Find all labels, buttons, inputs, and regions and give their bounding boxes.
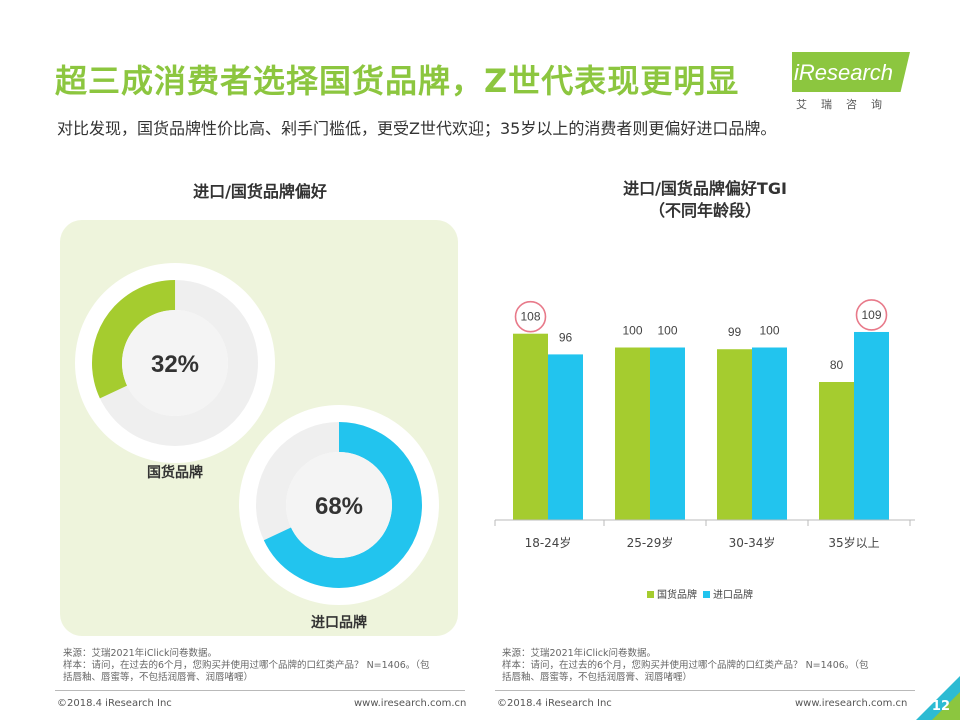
x-tick-label: 30-34岁 xyxy=(729,535,776,550)
bar-chart-title-line2: （不同年龄段） xyxy=(648,201,761,220)
x-tick-label: 18-24岁 xyxy=(525,535,572,550)
footer-url-left: www.iresearch.com.cn xyxy=(354,698,467,709)
bar-chart-title-line1: 进口/国货品牌偏好TGI xyxy=(623,179,787,198)
donut-chart-imported: 68% xyxy=(239,405,439,605)
iresearch-logo: iResearch 艾瑞咨询 xyxy=(786,52,916,112)
donut-percent-label: 68% xyxy=(315,493,363,520)
page-title: 超三成消费者选择国货品牌，Z世代表现更明显 xyxy=(55,62,740,100)
bar-value-label: 96 xyxy=(559,330,573,344)
source-note-right-line: 来源：艾瑞2021年iClick问卷数据。 xyxy=(502,648,656,659)
donut-center xyxy=(286,452,392,558)
bar-value-label: 100 xyxy=(759,324,779,338)
source-note-left: 来源：艾瑞2021年iClick问卷数据。 样本：请问，在过去的6个月，您购买并… xyxy=(63,648,463,684)
footer-divider-right xyxy=(495,690,915,691)
highlight-circle xyxy=(855,299,888,331)
x-tick-label: 25-29岁 xyxy=(627,535,674,550)
logo-tab-shape xyxy=(792,52,910,92)
source-note-left-line: 括唇釉、唇蜜等，不包括润唇膏、润唇啫喱） xyxy=(63,672,254,683)
bar-imported-3 xyxy=(854,331,889,520)
highlight-circle xyxy=(514,300,547,333)
donut-slice-imported xyxy=(256,422,422,588)
page-subtitle: 对比发现，国货品牌性价比高、剁手门槛低，更受Z世代欢迎；35岁以上的消费者则更偏… xyxy=(57,119,777,138)
bar-domestic-3 xyxy=(819,382,854,520)
legend-label: 进口品牌 xyxy=(713,588,753,601)
logo-subtext: 艾瑞咨询 xyxy=(796,98,896,111)
bar-chart-title: 进口/国货品牌偏好TGI （不同年龄段） xyxy=(490,178,920,222)
donut-percent-label: 32% xyxy=(151,351,199,378)
bar-value-label: 80 xyxy=(830,358,844,372)
legend-swatch xyxy=(703,591,710,598)
legend-swatch xyxy=(647,591,654,598)
logo-text: iResearch xyxy=(794,60,894,85)
bar-value-label: 100 xyxy=(622,324,642,338)
source-note-right-line: 样本：请问，在过去的6个月，您购买并使用过哪个品牌的口红类产品？ N=1406。… xyxy=(502,660,869,671)
source-note-left-line: 样本：请问，在过去的6个月，您购买并使用过哪个品牌的口红类产品？ N=1406。… xyxy=(63,660,430,671)
source-note-left-line: 来源：艾瑞2021年iClick问卷数据。 xyxy=(63,648,217,659)
footer-copyright-left: ©2018.4 iResearch Inc xyxy=(57,698,172,709)
footer-url-right: www.iresearch.com.cn xyxy=(795,698,908,709)
bar-domestic-0 xyxy=(513,333,548,520)
source-note-right: 来源：艾瑞2021年iClick问卷数据。 样本：请问，在过去的6个月，您购买并… xyxy=(502,648,922,684)
bar-imported-2 xyxy=(752,347,787,520)
bar-value-label: 100 xyxy=(657,324,677,338)
legend-label: 国货品牌 xyxy=(657,588,697,601)
bar-domestic-2 xyxy=(717,349,752,520)
donut-center xyxy=(122,310,228,416)
donut-label-domestic: 国货品牌 xyxy=(147,465,203,481)
bar-value-label: 108 xyxy=(520,310,540,324)
tgi-bar-chart: 108 96 18-24岁 100 100 25-29岁 99 100 30-34岁 80 109 3… xyxy=(494,299,915,601)
footer-divider-left xyxy=(55,690,465,691)
bar-value-label: 99 xyxy=(728,325,742,339)
bar-value-label: 109 xyxy=(861,308,881,322)
footer-copyright-right: ©2018.4 iResearch Inc xyxy=(497,698,612,709)
bar-imported-1 xyxy=(650,347,685,520)
x-tick-label: 35岁以上 xyxy=(828,535,879,550)
page-number: 12 xyxy=(931,699,950,714)
donut-label-imported: 进口品牌 xyxy=(311,615,367,631)
donut-chart-domestic: 32% xyxy=(75,263,275,463)
source-note-right-line: 括唇釉、唇蜜等，不包括润唇膏、润唇啫喱） xyxy=(502,672,693,683)
bar-domestic-1 xyxy=(615,347,650,520)
bar-imported-0 xyxy=(548,354,583,520)
donut-chart-title: 进口/国货品牌偏好 xyxy=(193,182,327,201)
